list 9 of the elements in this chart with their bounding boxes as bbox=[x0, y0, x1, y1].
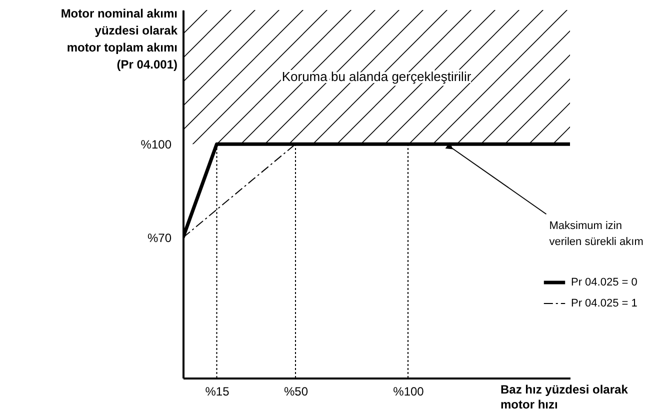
x-axis-title: Baz hız yüzdesi olarak motor hızı bbox=[500, 382, 628, 412]
x-tick-label: %15 bbox=[205, 384, 230, 398]
y-axis-title: Motor nominal akımı yüzdesi olarak motor toplam akımı (Pr 04.001) bbox=[60, 6, 178, 72]
x-tick-label: %100 bbox=[393, 384, 424, 398]
annotation: Maksimum izin verilen sürekli akım bbox=[549, 220, 644, 248]
legend-label: Pr 04.025 = 0 bbox=[571, 276, 638, 288]
legend-label: Pr 04.025 = 1 bbox=[571, 298, 638, 310]
x-tick-label: %50 bbox=[284, 384, 308, 398]
y-tick-label: %70 bbox=[147, 231, 172, 246]
